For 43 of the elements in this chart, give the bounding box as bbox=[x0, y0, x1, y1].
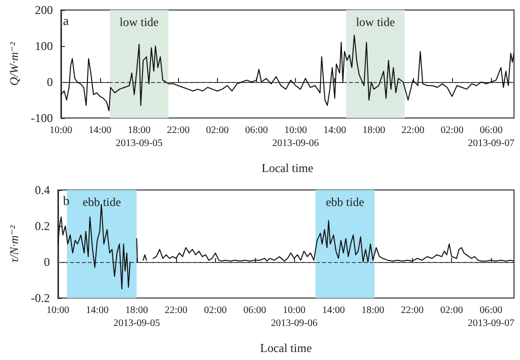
annotation: b bbox=[63, 193, 70, 208]
x-tick-label: 10:00 bbox=[50, 125, 72, 136]
x-axis-title: Local time bbox=[260, 341, 312, 355]
x-tick-label: 02:00 bbox=[206, 125, 229, 136]
x-tick-label: 02:00 bbox=[204, 305, 227, 316]
x-tick-label: 10:00 2013-09-06 bbox=[272, 125, 319, 149]
x-tick-label: 06:00 bbox=[243, 305, 266, 316]
y-tick-label: 0.4 bbox=[34, 183, 50, 197]
x-tick-label: 22:00 bbox=[166, 125, 190, 136]
y-tick-label: 0.2 bbox=[34, 219, 50, 233]
x-tick-label: 06:00 bbox=[245, 125, 268, 136]
y-axis-title: τ/N·m⁻² bbox=[7, 224, 21, 263]
x-tick-label: 06:00 2013-09-07 bbox=[468, 305, 514, 329]
line-series bbox=[60, 34, 514, 112]
y-tick-label: 0 bbox=[46, 75, 53, 89]
band-label: ebb tide bbox=[326, 195, 364, 209]
y-axis-title: Q/W·m⁻² bbox=[7, 42, 21, 86]
x-tick-label: 06:00 2013-09-07 bbox=[468, 125, 515, 149]
annotation: a bbox=[63, 13, 69, 28]
x-tick-label: 18:00 2013-09-05 bbox=[113, 305, 160, 329]
x-tick-label: 22:00 bbox=[402, 125, 424, 136]
y-tick-label: 100 bbox=[34, 39, 53, 53]
x-tick-label: 22:00 bbox=[400, 305, 424, 316]
x-axis-title: Local time bbox=[262, 161, 314, 175]
y-tick-label: 200 bbox=[34, 3, 53, 17]
y-tick-label: -100 bbox=[30, 111, 53, 125]
x-tick-label: 14:00 bbox=[86, 305, 109, 316]
x-tick-label: 02:00 bbox=[440, 125, 464, 136]
x-tick-label: 10:00 bbox=[46, 305, 70, 316]
x-tick-label: 22:00 bbox=[164, 305, 188, 316]
x-tick-label: 18:00 bbox=[362, 125, 386, 136]
band-label: low tide bbox=[356, 15, 395, 29]
x-tick-label: 18:00 2013-09-05 bbox=[116, 125, 162, 149]
band-label: low tide bbox=[120, 15, 159, 29]
x-tick-label: 14:00 bbox=[323, 125, 346, 136]
x-tick-label: 18:00 bbox=[362, 305, 384, 316]
y-tick-label: -0.2 bbox=[30, 291, 50, 305]
band-label: ebb tide bbox=[82, 195, 121, 209]
x-tick-label: 10:00 2013-09-06 bbox=[270, 305, 318, 329]
x-tick-label: 14:00 bbox=[322, 305, 345, 316]
x-tick-label: 14:00 bbox=[88, 125, 112, 136]
y-tick-label: 0 bbox=[44, 255, 50, 269]
x-tick-label: 02:00 bbox=[440, 305, 464, 316]
